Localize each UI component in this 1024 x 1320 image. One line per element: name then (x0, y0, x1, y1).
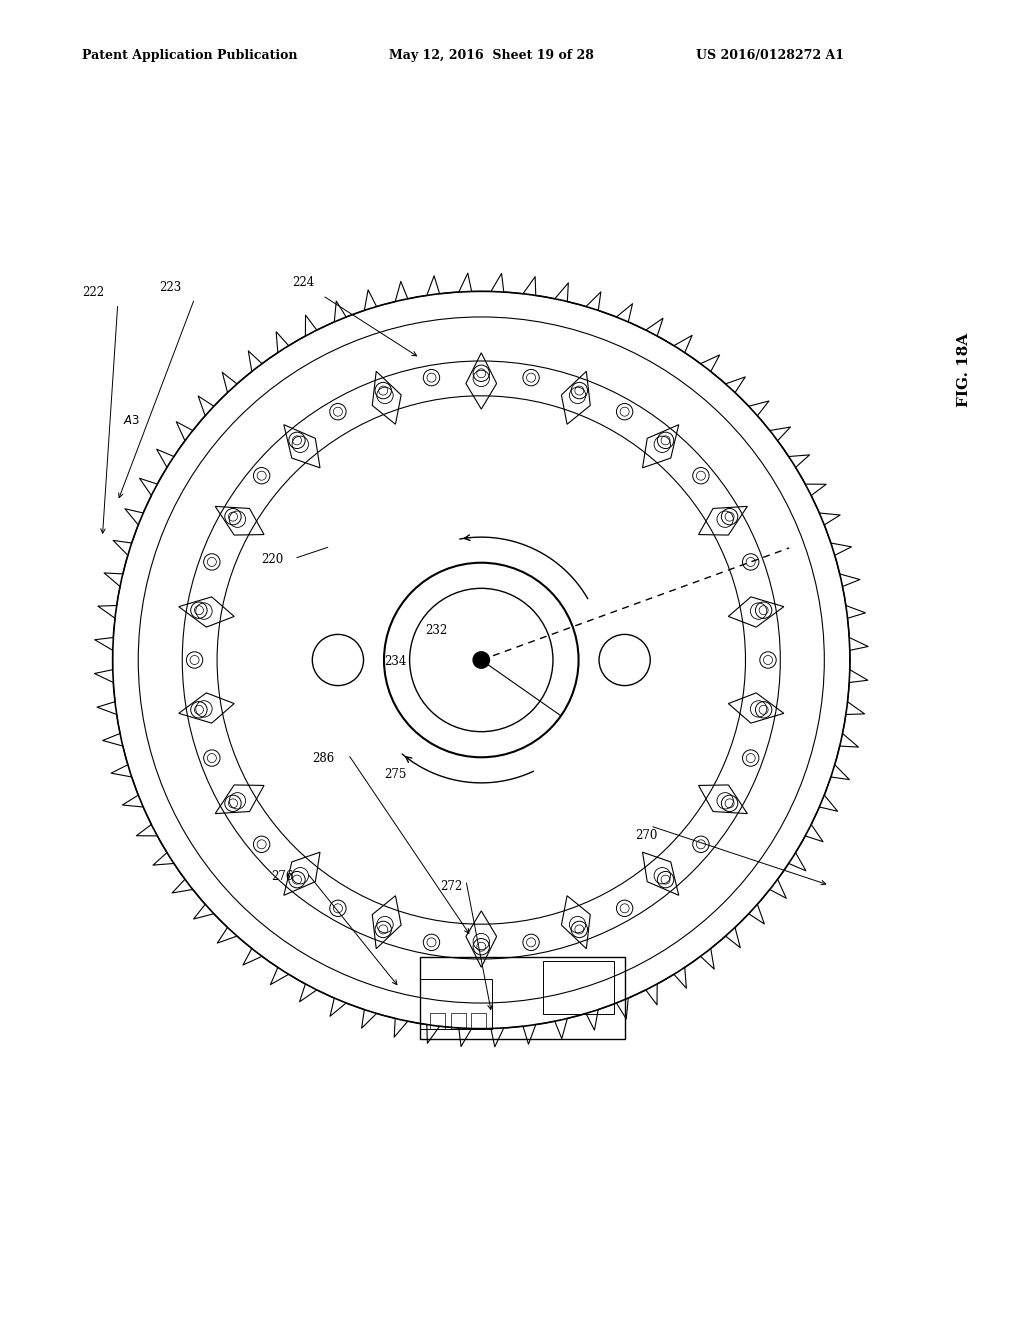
Text: Patent Application Publication: Patent Application Publication (82, 49, 297, 62)
Text: May 12, 2016  Sheet 19 of 28: May 12, 2016 Sheet 19 of 28 (389, 49, 594, 62)
Bar (420, 957, 625, 1039)
Text: 224: 224 (292, 276, 314, 289)
Text: 232: 232 (425, 624, 447, 638)
Text: 223: 223 (159, 281, 181, 294)
Bar (543, 961, 614, 1014)
Bar (451, 1014, 466, 1028)
Text: 234: 234 (384, 655, 407, 668)
Text: 270: 270 (635, 829, 657, 842)
Text: 276: 276 (271, 870, 294, 883)
Text: 220: 220 (261, 553, 284, 566)
Text: 272: 272 (440, 880, 463, 894)
Text: FIG. 18A: FIG. 18A (957, 333, 972, 407)
Text: US 2016/0128272 A1: US 2016/0128272 A1 (696, 49, 845, 62)
Text: 275: 275 (384, 768, 407, 780)
Circle shape (473, 652, 489, 668)
Text: 286: 286 (312, 752, 335, 766)
Bar (430, 1014, 445, 1028)
Text: 222: 222 (82, 286, 104, 300)
Bar (420, 979, 492, 1028)
Text: $\mathit{A3}$: $\mathit{A3}$ (123, 414, 140, 428)
Bar (471, 1014, 486, 1028)
